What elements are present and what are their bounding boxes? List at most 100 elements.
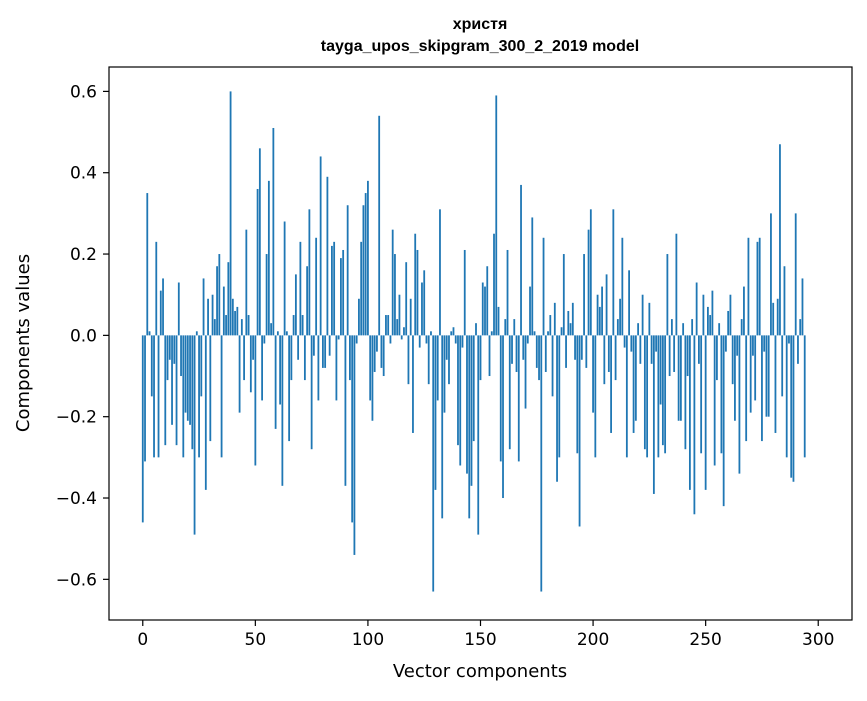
x-axis-label: Vector components bbox=[393, 661, 567, 682]
bar-component-118 bbox=[407, 335, 410, 385]
bar-component-160 bbox=[502, 335, 504, 499]
bar-series bbox=[141, 91, 806, 592]
bar-component-115 bbox=[400, 335, 403, 340]
bar-component-49 bbox=[252, 335, 254, 360]
bar-component-103 bbox=[373, 335, 376, 372]
bar-component-0 bbox=[141, 335, 144, 523]
bar-component-172 bbox=[529, 286, 531, 336]
bar-component-286 bbox=[785, 335, 788, 458]
bar-component-217 bbox=[630, 335, 633, 352]
bar-component-69 bbox=[297, 335, 300, 360]
plot-area-frame bbox=[108, 66, 853, 621]
bar-component-144 bbox=[466, 335, 468, 474]
bar-component-227 bbox=[652, 335, 655, 494]
bar-component-149 bbox=[477, 335, 480, 535]
bar-component-121 bbox=[414, 233, 417, 336]
bar-component-180 bbox=[547, 331, 549, 336]
bar-component-77 bbox=[315, 237, 318, 336]
bar-component-242 bbox=[686, 335, 689, 377]
bar-component-59 bbox=[274, 335, 277, 429]
bar-component-216 bbox=[628, 270, 630, 336]
bar-component-73 bbox=[306, 266, 309, 336]
bar-component-11 bbox=[166, 335, 169, 381]
bar-component-210 bbox=[614, 335, 617, 381]
bar-component-136 bbox=[448, 335, 450, 385]
bar-component-178 bbox=[542, 237, 545, 336]
bar-component-264 bbox=[736, 335, 739, 356]
bar-component-92 bbox=[349, 335, 351, 381]
bar-component-173 bbox=[531, 217, 534, 336]
bar-component-117 bbox=[405, 262, 408, 336]
bar-component-251 bbox=[707, 306, 709, 336]
bar-component-93 bbox=[351, 335, 354, 523]
bar-component-240 bbox=[682, 323, 685, 336]
bar-component-231 bbox=[661, 335, 664, 446]
bar-component-187 bbox=[562, 254, 565, 336]
bar-component-218 bbox=[632, 335, 635, 433]
bar-component-58 bbox=[272, 127, 275, 336]
bar-component-5 bbox=[153, 335, 155, 458]
bar-component-249 bbox=[702, 294, 705, 336]
bar-component-239 bbox=[679, 335, 682, 421]
bar-component-153 bbox=[486, 266, 489, 336]
bar-component-6 bbox=[155, 241, 158, 336]
bar-component-61 bbox=[279, 335, 282, 405]
bar-component-16 bbox=[177, 282, 180, 336]
bar-component-110 bbox=[389, 335, 392, 344]
bar-component-265 bbox=[738, 335, 741, 474]
bar-component-268 bbox=[745, 335, 748, 442]
bar-component-199 bbox=[589, 209, 592, 336]
bar-component-32 bbox=[213, 319, 216, 336]
bar-component-291 bbox=[797, 335, 799, 364]
bar-component-197 bbox=[585, 335, 588, 368]
y-tick-label: −0.4 bbox=[56, 489, 97, 509]
bar-component-222 bbox=[641, 294, 644, 336]
bar-component-219 bbox=[634, 335, 637, 421]
bar-component-245 bbox=[693, 335, 696, 515]
y-tick-label: −0.6 bbox=[56, 570, 97, 590]
bar-component-236 bbox=[673, 335, 676, 372]
bar-component-174 bbox=[533, 331, 536, 336]
bar-component-108 bbox=[385, 315, 387, 336]
bar-component-9 bbox=[162, 278, 164, 336]
bar-component-246 bbox=[695, 282, 698, 336]
bar-component-36 bbox=[222, 286, 225, 336]
bar-component-195 bbox=[580, 335, 583, 360]
bar-component-292 bbox=[799, 319, 802, 336]
bar-component-176 bbox=[538, 335, 540, 381]
x-tick-label: 0 bbox=[137, 630, 148, 650]
bar-component-4 bbox=[150, 335, 153, 397]
bar-component-294 bbox=[803, 335, 806, 458]
bar-component-106 bbox=[380, 335, 383, 368]
bar-component-128 bbox=[430, 331, 432, 336]
bar-component-84 bbox=[331, 245, 333, 336]
bar-component-17 bbox=[180, 335, 182, 377]
bar-component-261 bbox=[729, 294, 732, 336]
bar-component-38 bbox=[227, 262, 230, 336]
bar-component-137 bbox=[450, 331, 453, 336]
bar-component-22 bbox=[191, 335, 194, 450]
bar-component-133 bbox=[441, 335, 444, 519]
bar-component-177 bbox=[540, 335, 543, 592]
bar-component-54 bbox=[263, 335, 266, 344]
bar-component-150 bbox=[479, 335, 482, 381]
bar-component-158 bbox=[497, 306, 500, 336]
bar-component-86 bbox=[335, 335, 338, 401]
bar-component-162 bbox=[506, 249, 509, 336]
bar-component-223 bbox=[643, 335, 646, 450]
bar-component-109 bbox=[387, 315, 390, 336]
bar-component-238 bbox=[677, 335, 680, 421]
bar-component-39 bbox=[229, 91, 232, 336]
chart-title: христя bbox=[453, 16, 508, 33]
bar-component-198 bbox=[587, 229, 590, 336]
bar-component-31 bbox=[211, 294, 214, 336]
bar-component-276 bbox=[763, 335, 766, 352]
bar-component-66 bbox=[290, 335, 293, 381]
bar-component-186 bbox=[560, 327, 563, 336]
bar-component-287 bbox=[788, 335, 790, 344]
bar-component-134 bbox=[443, 335, 446, 413]
bar-component-10 bbox=[164, 335, 167, 446]
bar-component-255 bbox=[716, 335, 718, 381]
bar-component-104 bbox=[376, 335, 378, 352]
bar-component-15 bbox=[175, 335, 178, 446]
